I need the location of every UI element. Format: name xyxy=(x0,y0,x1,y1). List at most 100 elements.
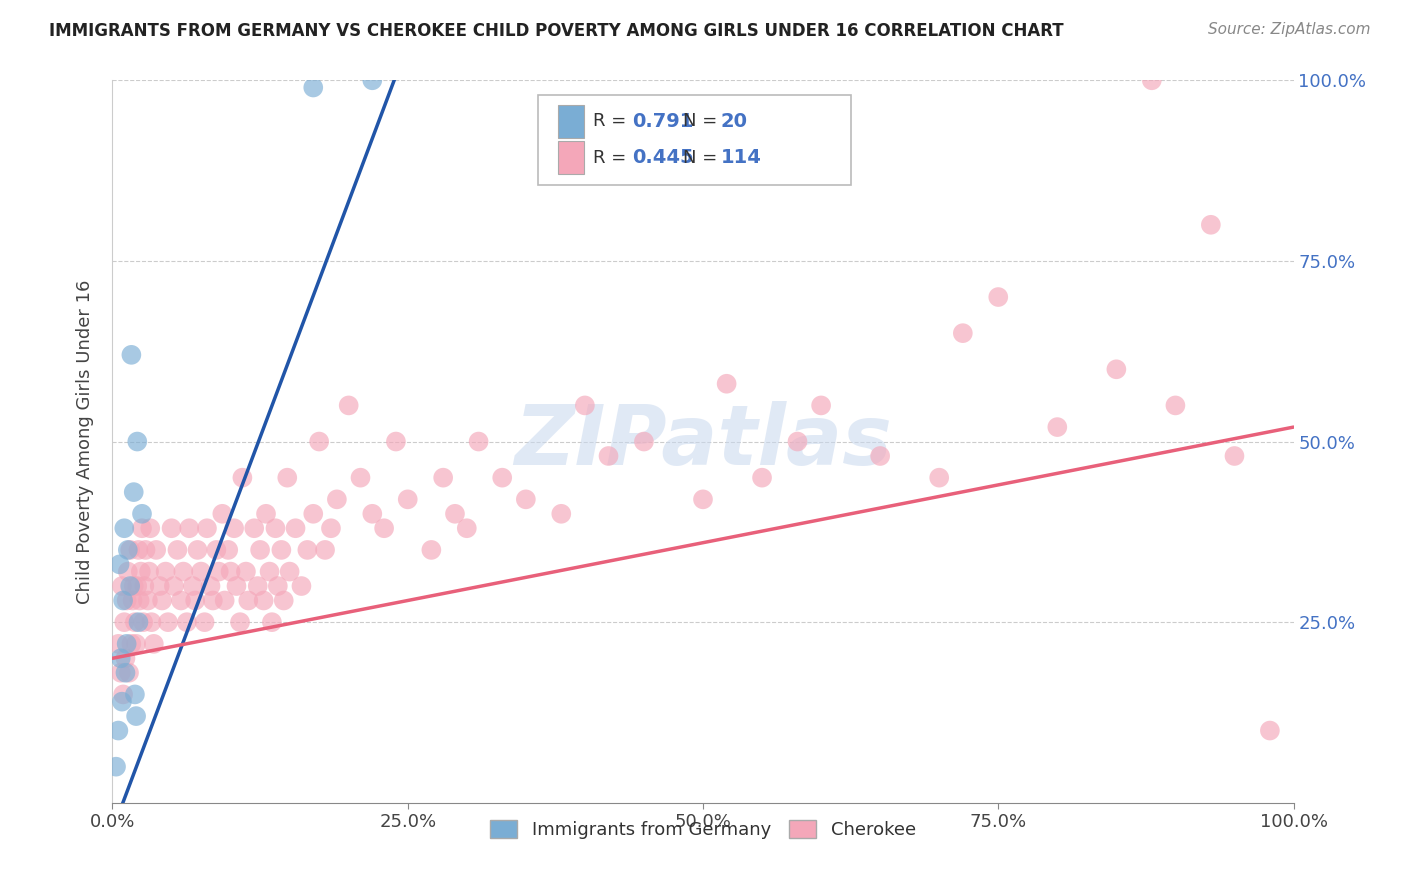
Point xyxy=(122,485,145,500)
Point xyxy=(633,434,655,449)
Point xyxy=(150,593,173,607)
Point xyxy=(155,565,177,579)
Point xyxy=(117,565,139,579)
Point xyxy=(125,637,148,651)
Point xyxy=(170,593,193,607)
Point xyxy=(190,565,212,579)
Point xyxy=(314,542,336,557)
Point xyxy=(176,615,198,630)
Point xyxy=(108,558,131,572)
Point xyxy=(149,579,172,593)
Point xyxy=(124,615,146,630)
Point xyxy=(201,593,224,607)
Point xyxy=(107,637,129,651)
Point xyxy=(112,521,135,535)
Text: 0.791: 0.791 xyxy=(633,112,693,131)
Point xyxy=(129,565,152,579)
Point xyxy=(467,434,489,449)
Text: Source: ZipAtlas.com: Source: ZipAtlas.com xyxy=(1208,22,1371,37)
Point xyxy=(373,521,395,535)
Point xyxy=(118,665,141,680)
Point xyxy=(194,615,217,630)
Point xyxy=(810,398,832,412)
Text: IMMIGRANTS FROM GERMANY VS CHEROKEE CHILD POVERTY AMONG GIRLS UNDER 16 CORRELATI: IMMIGRANTS FROM GERMANY VS CHEROKEE CHIL… xyxy=(49,22,1064,40)
Point xyxy=(115,593,138,607)
Point xyxy=(260,615,283,630)
Point xyxy=(128,593,150,607)
FancyBboxPatch shape xyxy=(558,141,583,174)
Point xyxy=(214,593,236,607)
Text: 114: 114 xyxy=(721,148,762,167)
Point xyxy=(550,507,572,521)
Point xyxy=(120,542,142,557)
Point xyxy=(112,687,135,701)
Point xyxy=(120,637,142,651)
Point xyxy=(111,579,134,593)
FancyBboxPatch shape xyxy=(537,95,851,185)
Point xyxy=(952,326,974,340)
Point xyxy=(229,615,252,630)
Y-axis label: Child Poverty Among Girls Under 16: Child Poverty Among Girls Under 16 xyxy=(76,279,94,604)
Point xyxy=(385,434,408,449)
Point xyxy=(273,593,295,607)
Point xyxy=(107,723,129,738)
Point xyxy=(122,579,145,593)
Point xyxy=(114,651,136,665)
Point xyxy=(195,521,218,535)
Point xyxy=(120,348,142,362)
Point xyxy=(987,290,1010,304)
Point xyxy=(692,492,714,507)
Point xyxy=(1046,420,1069,434)
Text: R =: R = xyxy=(593,149,633,167)
Point xyxy=(124,687,146,701)
Point xyxy=(139,521,162,535)
Point xyxy=(928,470,950,484)
Point xyxy=(456,521,478,535)
Point xyxy=(246,579,269,593)
Point xyxy=(290,579,312,593)
Point xyxy=(184,593,207,607)
Point xyxy=(135,542,157,557)
Text: 20: 20 xyxy=(721,112,748,131)
Point xyxy=(349,470,371,484)
Point xyxy=(110,651,132,665)
Point xyxy=(208,565,231,579)
Point xyxy=(211,507,233,521)
Point xyxy=(132,615,155,630)
Point xyxy=(1105,362,1128,376)
Point xyxy=(267,579,290,593)
Point xyxy=(276,470,298,484)
Point xyxy=(1258,723,1281,738)
Legend: Immigrants from Germany, Cherokee: Immigrants from Germany, Cherokee xyxy=(481,811,925,848)
Point xyxy=(217,542,239,557)
Point xyxy=(1164,398,1187,412)
Point xyxy=(127,434,149,449)
Point xyxy=(337,398,360,412)
Point xyxy=(396,492,419,507)
Point xyxy=(138,565,160,579)
Point xyxy=(136,593,159,607)
Point xyxy=(786,434,808,449)
Point xyxy=(111,695,134,709)
Text: R =: R = xyxy=(593,112,633,130)
Point xyxy=(249,542,271,557)
Point xyxy=(125,709,148,723)
Text: N =: N = xyxy=(683,149,723,167)
Point xyxy=(142,637,165,651)
Point xyxy=(253,593,276,607)
Point xyxy=(127,542,149,557)
Point xyxy=(160,521,183,535)
Point xyxy=(219,565,242,579)
Point xyxy=(515,492,537,507)
Point xyxy=(127,579,149,593)
Point xyxy=(869,449,891,463)
Point xyxy=(751,470,773,484)
Point xyxy=(284,521,307,535)
Point xyxy=(302,507,325,521)
Point xyxy=(112,593,135,607)
Point xyxy=(1223,449,1246,463)
Point xyxy=(326,492,349,507)
Point xyxy=(278,565,301,579)
Point xyxy=(264,521,287,535)
Point xyxy=(235,565,257,579)
